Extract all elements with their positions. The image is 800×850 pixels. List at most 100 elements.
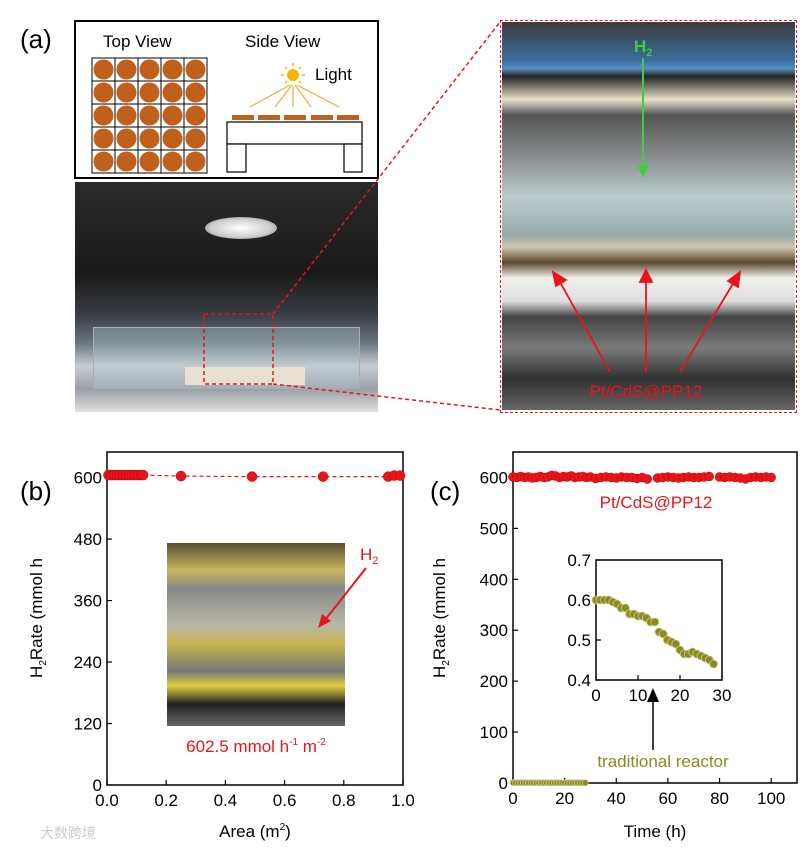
x-tick-label: 0.2 [154, 791, 178, 810]
data-point [175, 470, 187, 482]
x-tick-label: 20 [671, 686, 690, 705]
sup: -1 [289, 737, 298, 748]
h2-text: H [360, 545, 372, 564]
x-tick-label: 0 [508, 789, 517, 808]
catalyst-disc [139, 151, 160, 172]
catalyst-disc [162, 59, 183, 80]
y-tick-label: 0.6 [567, 591, 591, 610]
watermark: 大数跨境 [40, 825, 96, 841]
inset-h2-label: H2 [360, 545, 378, 567]
data-point [246, 471, 258, 482]
sub: 2 [441, 660, 452, 666]
catalyst-disc [162, 128, 183, 149]
inset-data-point [650, 617, 660, 627]
series-label-pt-cds: Pt/CdS@PP12 [600, 493, 713, 512]
catalyst-disc [93, 128, 114, 149]
catalyst-disc [139, 59, 160, 80]
y-tick-label: 200 [480, 672, 508, 691]
x-tick-label: 40 [607, 789, 626, 808]
inset-data-point [671, 639, 681, 649]
catalyst-label: Pt/CdS@PP12 [590, 382, 703, 401]
mid: m [298, 737, 317, 756]
y-tick-label: 100 [480, 723, 508, 742]
data-point-pt-cds [766, 472, 776, 483]
chart-c: 0 20 40 60 80 1000100200300400500600Pt/CdS@PP… [430, 451, 798, 841]
chart-b: 0.0 0.2 0.4 0.6 0.8 1.00120240360480600H2602.… [27, 451, 415, 841]
zoom-region-box [203, 313, 274, 385]
y-tick-label: 360 [74, 592, 102, 611]
catalyst-disc [162, 82, 183, 103]
x-tick-label: 0 [591, 686, 600, 705]
light-label: Light [315, 65, 352, 84]
catalyst-tiles [232, 115, 359, 120]
y-tick-label: 480 [74, 530, 102, 549]
y-tick-label: 120 [74, 714, 102, 733]
catalyst-disc [93, 105, 114, 126]
catalyst-disc [93, 151, 114, 172]
zoom-line-top [272, 21, 501, 315]
panel-label-a: (a) [20, 24, 52, 54]
panel-label-c: (c) [430, 476, 460, 506]
yl: Rate (mmol h [430, 558, 449, 660]
plot-frame [512, 451, 798, 784]
y-tick-label: 0.5 [567, 631, 591, 650]
x-tick-label: 100 [757, 789, 785, 808]
panel-label-b: (b) [20, 476, 52, 506]
yl: Rate (mmol h [27, 558, 46, 660]
inset-data-point [709, 659, 718, 669]
catalyst-disc [116, 59, 137, 80]
catalyst-disc [185, 82, 206, 103]
y-axis-label: H2Rate (mmol h [430, 558, 452, 678]
catalyst-disc [185, 128, 206, 149]
zoom-photo-frame [500, 20, 797, 413]
h2-label: H2 [634, 37, 652, 59]
catalyst-disc [185, 59, 206, 80]
support-stand [226, 121, 363, 173]
x-tick-label: 0.6 [273, 791, 297, 810]
y-tick-label: 0 [93, 776, 102, 795]
catalyst-arrows [551, 267, 742, 373]
x-tick-label: 1.0 [391, 791, 415, 810]
x-tick-label: 60 [658, 789, 677, 808]
x-tick-label: 10 [629, 686, 648, 705]
x-axis-label: Time (h) [624, 822, 687, 841]
light-rays [249, 84, 340, 108]
catalyst-disc [116, 128, 137, 149]
catalyst-disc [93, 82, 114, 103]
y-tick-label: 300 [480, 621, 508, 640]
h: H [430, 666, 449, 678]
catalyst-disc [162, 105, 183, 126]
catalyst-disc [116, 105, 137, 126]
top-view-grid [91, 57, 208, 174]
h2-sub: 2 [372, 555, 378, 567]
x-tick-label: 0.8 [332, 791, 356, 810]
sub: 2 [38, 660, 49, 666]
inset-data-point [658, 629, 668, 639]
sun-icon [281, 63, 305, 84]
reactor-photo [75, 182, 378, 412]
rate-value-label: 602.5 mmol h-1 m-2 [186, 737, 326, 756]
catalyst-disc [162, 151, 183, 172]
inset-h2-arrow [324, 567, 367, 621]
data-point [394, 470, 406, 481]
inset-data-point [621, 603, 630, 613]
top-view-label: Top View [103, 32, 172, 51]
x-tick-label: 30 [713, 686, 732, 705]
lamp [205, 217, 277, 239]
data-point [317, 471, 329, 482]
data-point-pt-cds [704, 471, 714, 482]
sup: -2 [317, 737, 326, 748]
xl: Area (m [219, 822, 279, 841]
data-point-pt-cds [642, 474, 653, 484]
catalyst-disc [139, 82, 160, 103]
h2-arrowhead [637, 165, 649, 178]
catalyst-disc [139, 128, 160, 149]
y-tick-label: 600 [480, 468, 508, 487]
arrowhead [647, 688, 659, 702]
data-point-traditional [581, 779, 589, 787]
series-label-traditional: traditional reactor [597, 752, 729, 771]
x-tick-label: 80 [710, 789, 729, 808]
value: 602.5 mmol h [186, 737, 289, 756]
data-point [137, 469, 149, 481]
inset-h2-arrowhead [318, 614, 331, 628]
